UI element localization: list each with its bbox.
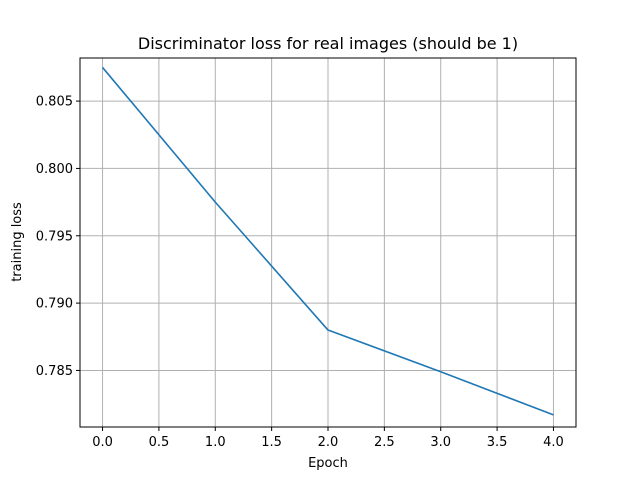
y-tick-label: 0.805	[36, 95, 73, 110]
x-tick-label: 4.0	[543, 435, 564, 450]
x-tick-label: 2.0	[318, 435, 339, 450]
x-tick-label: 0.0	[92, 435, 113, 450]
y-tick-label: 0.800	[36, 162, 73, 177]
y-tick-label: 0.790	[36, 297, 73, 312]
y-tick-label: 0.785	[36, 364, 73, 379]
x-tick-label: 1.5	[261, 435, 282, 450]
x-tick-label: 2.5	[374, 435, 395, 450]
chart-title: Discriminator loss for real images (shou…	[138, 34, 518, 53]
axis-ticks: 0.0 0.5 1.0 1.5 2.0 2.5 3.0 3.5 4.0 0.785 0.790 0.7…	[36, 95, 564, 450]
grid-lines	[80, 58, 576, 427]
plot-frame	[79, 57, 577, 428]
x-tick-label: 1.0	[205, 435, 226, 450]
series-group	[101, 66, 554, 416]
x-tick-label: 3.5	[487, 435, 508, 450]
y-axis-label: training loss	[10, 202, 25, 282]
x-axis-label: Epoch	[308, 456, 348, 471]
y-tick-label: 0.795	[36, 229, 73, 244]
x-tick-label: 3.0	[430, 435, 451, 450]
x-tick-label: 0.5	[149, 435, 170, 450]
